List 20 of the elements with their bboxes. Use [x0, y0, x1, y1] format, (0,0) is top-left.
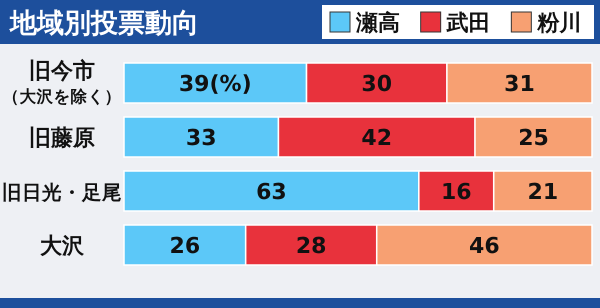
data-label: 31 [504, 72, 535, 97]
data-label: 30 [361, 72, 392, 97]
chart-title: 地域別投票動向 [9, 8, 199, 39]
y-tick-label: 旧日光・足尾 [2, 181, 122, 204]
y-tick-label: 旧藤原 [29, 126, 95, 151]
data-label: 26 [170, 234, 200, 259]
y-tick-label: 旧今市（大沢を除く） [2, 58, 122, 106]
data-label: 39(%) [178, 72, 252, 97]
data-label: 63 [256, 180, 287, 205]
data-label: 28 [296, 234, 327, 259]
data-label: 46 [469, 234, 500, 259]
legend-label: 粉川 [536, 11, 582, 36]
text: 瀬高 [356, 11, 400, 36]
data-label: 42 [361, 126, 392, 151]
data-label: 33 [186, 126, 217, 151]
legend-label: 武田 [446, 11, 491, 36]
data-label: 25 [518, 126, 549, 151]
y-tick-label: 大沢 [40, 234, 85, 259]
data-label: 21 [528, 180, 558, 205]
data-label: 16 [440, 180, 472, 205]
